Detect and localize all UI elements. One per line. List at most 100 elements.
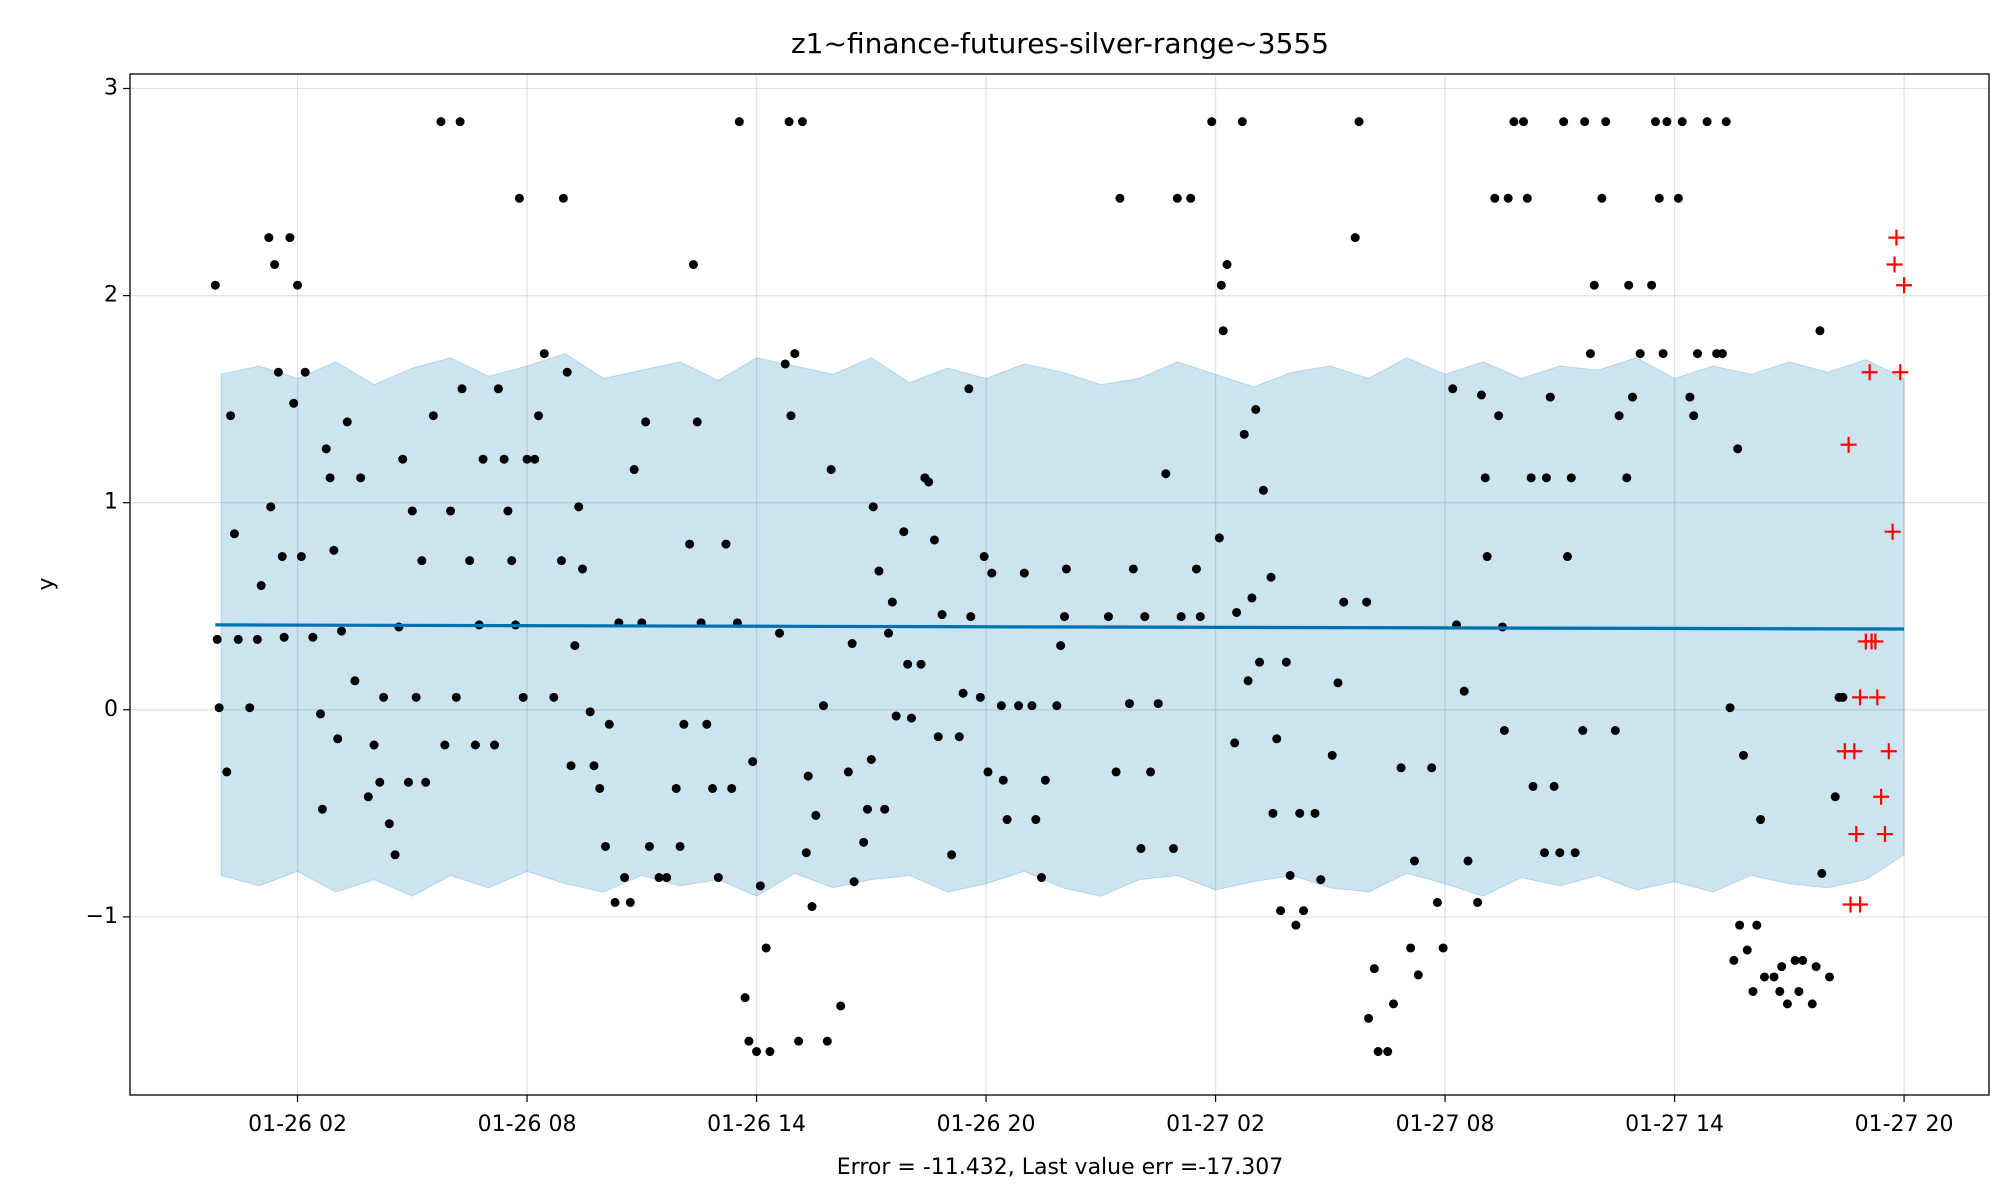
observed-point — [417, 556, 427, 566]
observed-point — [1406, 943, 1416, 953]
observed-point — [1578, 726, 1588, 736]
observed-point — [1168, 844, 1178, 854]
observed-point — [1218, 326, 1228, 336]
x-tick-label: 01-26 02 — [248, 1112, 347, 1137]
observed-point — [1339, 597, 1349, 607]
observed-point — [1580, 117, 1590, 127]
observed-point — [1733, 444, 1743, 454]
observed-point — [1019, 568, 1029, 578]
observed-point — [874, 566, 884, 576]
observed-point — [574, 502, 584, 512]
observed-point — [222, 767, 232, 777]
test-point — [1848, 826, 1865, 843]
observed-point — [1717, 349, 1727, 359]
observed-point — [998, 775, 1008, 785]
observed-point — [822, 1036, 832, 1046]
observed-point — [1413, 970, 1423, 980]
observed-point — [1729, 955, 1739, 965]
observed-point — [1742, 945, 1752, 955]
observed-point — [1316, 875, 1326, 885]
observed-point — [446, 506, 456, 516]
test-point — [1888, 229, 1905, 246]
test-point — [1880, 743, 1897, 760]
observed-point — [333, 734, 343, 744]
observed-point — [794, 1036, 804, 1046]
observed-point — [811, 810, 821, 820]
observed-point — [1161, 469, 1171, 479]
observed-point — [610, 897, 620, 907]
observed-point — [1037, 873, 1047, 883]
observed-point — [245, 703, 255, 713]
y-tick-label: −1 — [86, 904, 118, 929]
observed-point — [379, 692, 389, 702]
observed-point — [1777, 962, 1787, 972]
observed-point — [1448, 384, 1458, 394]
observed-point — [1299, 906, 1309, 916]
test-point — [1846, 743, 1863, 760]
observed-point — [1350, 233, 1360, 243]
observed-point — [1490, 193, 1500, 203]
observed-point — [315, 709, 325, 719]
observed-point — [685, 539, 695, 549]
observed-point — [1614, 411, 1624, 421]
observed-point — [1677, 117, 1687, 127]
observed-point — [1186, 193, 1196, 203]
observed-point — [1061, 564, 1071, 574]
observed-point — [1281, 657, 1291, 667]
observed-point — [1782, 999, 1792, 1009]
observed-point — [356, 473, 366, 483]
observed-point — [514, 193, 524, 203]
observed-point — [884, 628, 894, 638]
observed-point — [1128, 564, 1138, 574]
observed-point — [1056, 641, 1066, 651]
x-tick-label: 01-27 08 — [1396, 1112, 1495, 1137]
test-point — [1852, 689, 1869, 706]
test-point — [1876, 826, 1893, 843]
observed-point — [818, 701, 828, 711]
observed-point — [1239, 429, 1249, 439]
x-tick-label: 01-27 02 — [1166, 1112, 1265, 1137]
observed-point — [880, 804, 890, 814]
observed-point — [1432, 897, 1442, 907]
observed-point — [337, 626, 347, 636]
observed-point — [1585, 349, 1595, 359]
observed-point — [740, 993, 750, 1003]
observed-point — [1396, 763, 1406, 773]
observed-point — [1658, 349, 1668, 359]
x-tick-label: 01-26 14 — [707, 1112, 806, 1137]
test-point — [1884, 523, 1901, 540]
observed-point — [226, 411, 236, 421]
observed-point — [1153, 699, 1163, 709]
observed-point — [1628, 392, 1638, 402]
observed-point — [1291, 920, 1301, 930]
observed-point — [675, 841, 685, 851]
observed-point — [1480, 473, 1490, 483]
forecast-line — [215, 623, 1905, 631]
observed-point — [1790, 955, 1800, 965]
observed-point — [826, 465, 836, 475]
y-tick-label: 0 — [104, 697, 118, 722]
observed-point — [1222, 260, 1232, 270]
observed-point — [252, 634, 262, 644]
observed-point — [671, 783, 681, 793]
observed-point — [1702, 117, 1712, 127]
observed-point — [1310, 808, 1320, 818]
observed-point — [629, 465, 639, 475]
observed-point — [734, 117, 744, 127]
observed-point — [264, 233, 274, 243]
observed-point — [899, 527, 909, 537]
observed-point — [620, 873, 630, 883]
observed-point — [1111, 767, 1121, 777]
observed-point — [1693, 349, 1703, 359]
observed-point — [780, 359, 790, 369]
test-point — [1886, 256, 1903, 273]
observed-point — [490, 740, 500, 750]
observed-point — [947, 850, 957, 860]
x-axis-label: Error = -11.432, Last value err =-17.307 — [837, 1155, 1283, 1180]
observed-point — [321, 444, 331, 454]
observed-point — [1752, 920, 1762, 930]
observed-point — [293, 280, 303, 290]
observed-point — [1673, 193, 1683, 203]
observed-point — [1528, 781, 1538, 791]
observed-point — [1243, 676, 1253, 686]
